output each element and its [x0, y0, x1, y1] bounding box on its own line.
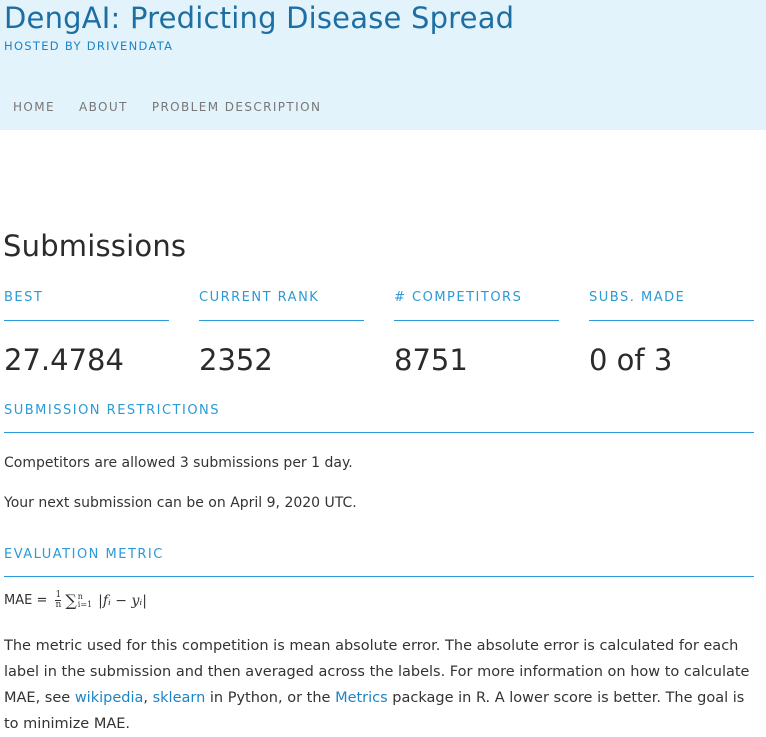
- restriction-text: Competitors are allowed 3 submissions pe…: [4, 455, 353, 471]
- mae-formula: MAE = 1 n ∑ n i=1 |fᵢ − yᵢ|: [4, 590, 147, 611]
- summation: ∑ n i=1: [65, 591, 92, 610]
- description-text: The metric used for this competition is …: [4, 638, 750, 706]
- nav-about[interactable]: ABOUT: [79, 100, 128, 114]
- competition-nav: HOME ABOUT PROBLEM DESCRIPTION: [13, 100, 345, 114]
- wikipedia-link[interactable]: wikipedia: [74, 690, 144, 706]
- metrics-link[interactable]: Metrics: [335, 690, 388, 706]
- nav-problem-description[interactable]: PROBLEM DESCRIPTION: [151, 100, 322, 114]
- submission-restrictions-heading: SUBMISSION RESTRICTIONS: [4, 403, 754, 433]
- formula-term: |fᵢ − yᵢ|: [98, 592, 147, 609]
- stat-label: # COMPETITORS: [394, 290, 559, 321]
- fraction-bar: [55, 600, 62, 601]
- stat-best: BEST 27.4784: [4, 290, 169, 377]
- formula-fraction: 1 n: [55, 590, 62, 610]
- metric-description: The metric used for this competition is …: [4, 633, 760, 737]
- page-title: Submissions: [3, 229, 187, 263]
- stat-value: 0 of 3: [589, 343, 673, 377]
- stat-current-rank: CURRENT RANK 2352: [199, 290, 364, 377]
- competition-title[interactable]: DengAI: Predicting Disease Spread: [4, 1, 515, 35]
- stat-label: CURRENT RANK: [199, 290, 364, 321]
- fraction-denominator: n: [55, 600, 62, 610]
- sklearn-link[interactable]: sklearn: [152, 690, 206, 706]
- stat-competitors: # COMPETITORS 8751: [394, 290, 559, 377]
- sum-icon: ∑: [65, 591, 77, 610]
- evaluation-metric-heading: EVALUATION METRIC: [4, 547, 754, 577]
- stat-subs-made: SUBS. MADE 0 of 3: [589, 290, 754, 377]
- stat-value: 8751: [394, 343, 468, 377]
- fraction-numerator: 1: [55, 590, 62, 600]
- description-text: in Python, or the: [205, 690, 336, 706]
- header: DengAI: Predicting Disease Spread HOSTED…: [0, 0, 766, 130]
- stat-value: 2352: [199, 343, 273, 377]
- next-submission-text: Your next submission can be on April 9, …: [4, 495, 357, 511]
- description-text: package in R. A lower score is better. T…: [4, 690, 745, 732]
- description-separator: ,: [143, 690, 153, 706]
- sum-limits: n i=1: [77, 591, 93, 609]
- stat-label: SUBS. MADE: [589, 290, 754, 321]
- sum-upper: n: [77, 591, 83, 601]
- nav-home[interactable]: HOME: [13, 100, 56, 114]
- formula-lhs: MAE =: [4, 593, 48, 608]
- sum-lower: i=1: [77, 599, 93, 609]
- stat-label: BEST: [4, 290, 169, 321]
- hosted-by-label[interactable]: HOSTED BY DRIVENDATA: [4, 39, 174, 53]
- stat-value: 27.4784: [4, 343, 124, 377]
